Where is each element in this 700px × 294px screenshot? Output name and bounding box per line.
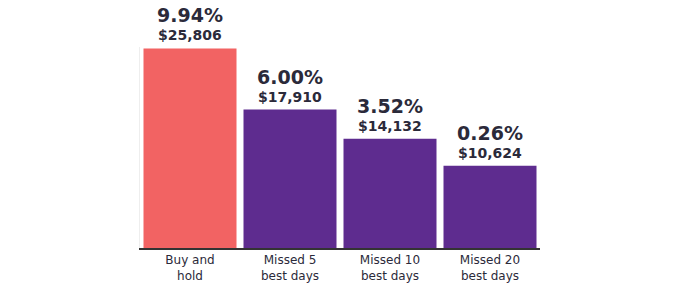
svg-text:Buy andhold: Buy andhold bbox=[165, 253, 214, 283]
svg-text:Missed 10best days: Missed 10best days bbox=[360, 253, 420, 283]
svg-text:Missed 5best days: Missed 5best days bbox=[261, 253, 319, 283]
svg-text:9.94%$25,806: 9.94%$25,806 bbox=[157, 4, 223, 43]
svg-text:0.26%$10,624: 0.26%$10,624 bbox=[457, 122, 523, 161]
svg-text:3.52%$14,132: 3.52%$14,132 bbox=[357, 95, 423, 134]
svg-text:6.00%$17,910: 6.00%$17,910 bbox=[257, 66, 323, 105]
svg-text:Missed 20best days: Missed 20best days bbox=[460, 253, 520, 283]
